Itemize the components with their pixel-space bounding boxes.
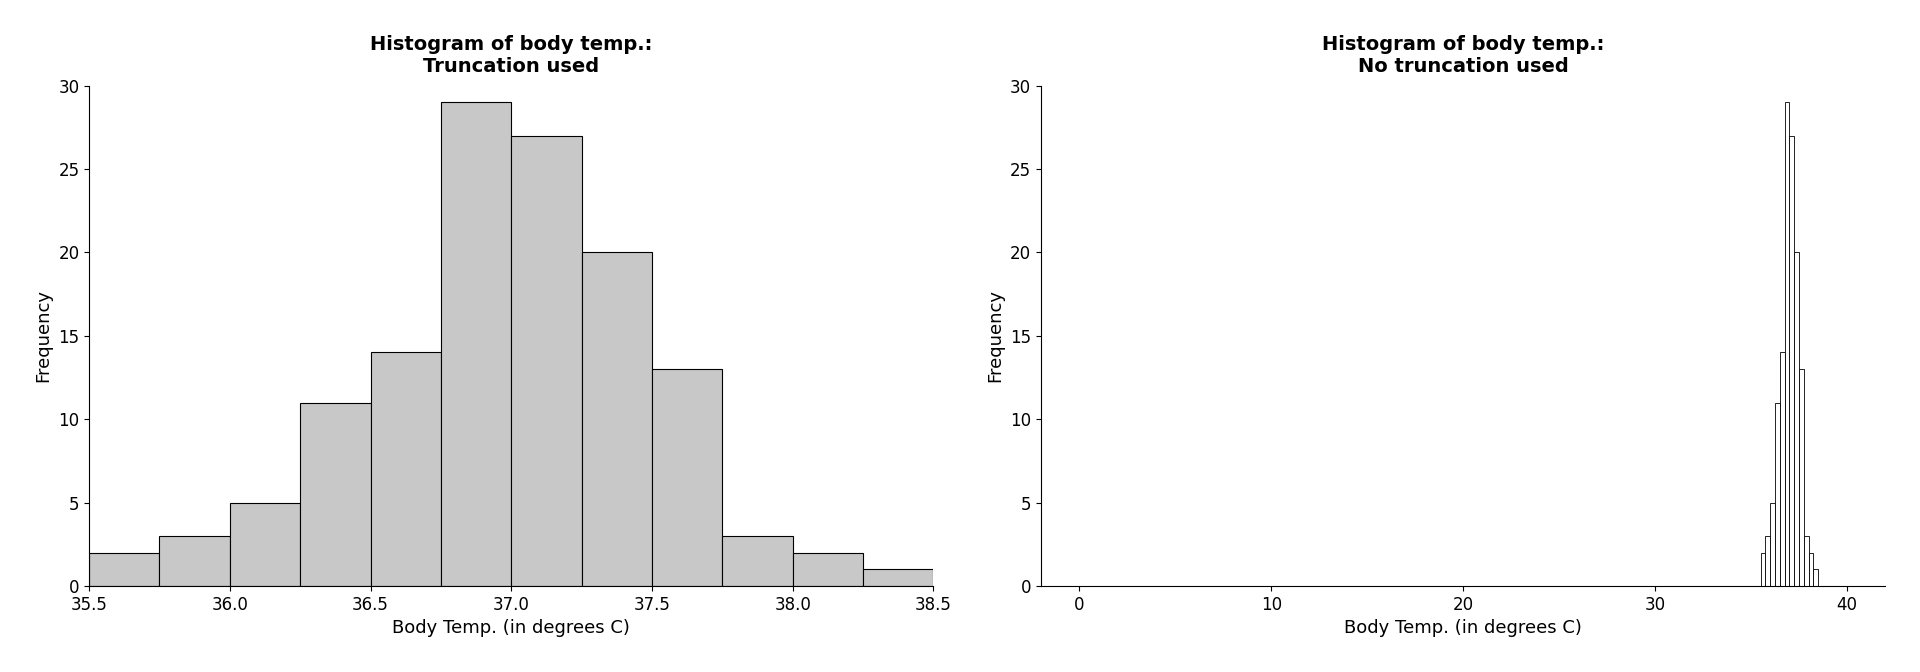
Bar [371, 353, 442, 586]
Bar [230, 503, 300, 586]
Bar [1793, 253, 1799, 586]
Bar [653, 369, 722, 586]
X-axis label: Body Temp. (in degrees C): Body Temp. (in degrees C) [392, 620, 630, 637]
Bar [722, 536, 793, 586]
Bar [793, 552, 864, 586]
Bar [300, 403, 371, 586]
Bar [1799, 369, 1803, 586]
Bar [511, 136, 582, 586]
Bar [582, 253, 653, 586]
Bar [1803, 536, 1809, 586]
Bar [1764, 536, 1770, 586]
Bar [1761, 552, 1764, 586]
Bar [1780, 353, 1784, 586]
Title: Histogram of body temp.:
Truncation used: Histogram of body temp.: Truncation used [371, 35, 653, 76]
Title: Histogram of body temp.:
No truncation used: Histogram of body temp.: No truncation u… [1323, 35, 1605, 76]
Bar [1812, 569, 1818, 586]
Bar [864, 569, 933, 586]
Bar [1809, 552, 1812, 586]
Bar [1784, 102, 1789, 586]
Bar [1789, 136, 1793, 586]
Bar [442, 102, 511, 586]
Bar [1770, 503, 1774, 586]
Bar [88, 552, 159, 586]
Bar [159, 536, 230, 586]
Y-axis label: Frequency: Frequency [35, 290, 52, 382]
Bar [1774, 403, 1780, 586]
X-axis label: Body Temp. (in degrees C): Body Temp. (in degrees C) [1344, 620, 1582, 637]
Y-axis label: Frequency: Frequency [987, 290, 1004, 382]
